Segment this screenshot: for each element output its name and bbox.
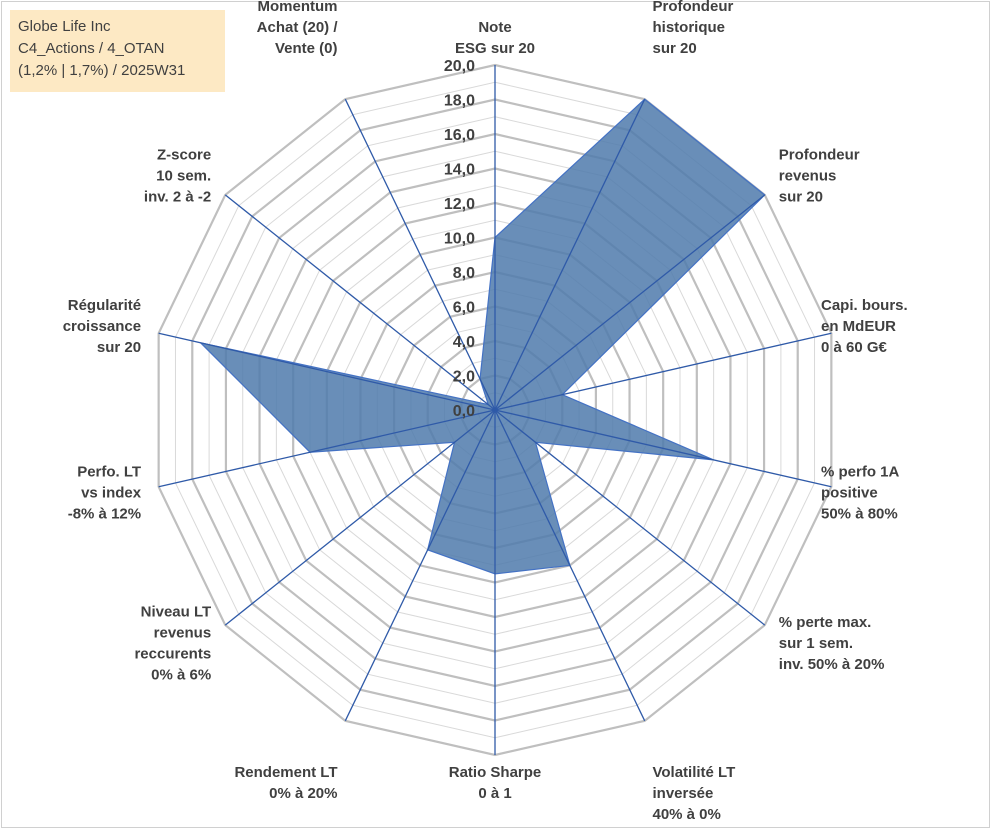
- axis-label: Note ESG sur 20: [455, 19, 535, 57]
- axis-label-line: revenus: [779, 167, 837, 184]
- axis-label-line: vs index: [81, 485, 142, 502]
- tick-label: 18,0: [444, 93, 475, 110]
- axis-label-line: 0% à 20%: [269, 785, 337, 802]
- tick-label: 2,0: [453, 369, 475, 386]
- tick-label: 14,0: [444, 162, 475, 179]
- axis-label-line: reccurents: [134, 646, 211, 663]
- axis-label-line: % perte max.: [779, 614, 872, 631]
- info-box: Globe Life Inc C4_Actions / 4_OTAN (1,2%…: [10, 10, 225, 92]
- axis-spoke: [494, 194, 766, 411]
- axis-spoke: [494, 332, 832, 411]
- axis-label-line: 0 à 60 G€: [821, 339, 888, 356]
- axis-label-line: inv. 50% à 20%: [779, 656, 885, 673]
- axis-label: Z-score 10 sem. inv. 2 à -2: [144, 146, 211, 205]
- axis-label-line: Ratio Sharpe: [449, 764, 542, 781]
- axis-label-line: historique: [652, 19, 725, 36]
- axis-label: Capi. bours. en MdEUR 0 à 60 G€: [821, 297, 908, 356]
- company-name: Globe Life Inc: [18, 18, 111, 35]
- tick-label: 10,0: [444, 231, 475, 248]
- axis-label-line: Momentum: [258, 0, 338, 15]
- axis-label: Profondeur historique sur 20: [652, 0, 733, 57]
- axis-label-line: % perfo 1A: [821, 464, 900, 481]
- axis-label-line: Volatilité LT: [652, 764, 735, 781]
- axis-label-line: positive: [821, 485, 878, 502]
- axis-label-line: Achat (20) /: [257, 19, 339, 36]
- tick-label: 6,0: [453, 300, 475, 317]
- axis-label: Niveau LT revenus reccurents 0% à 6%: [134, 604, 211, 684]
- axis-label: Ratio Sharpe 0 à 1: [449, 764, 542, 802]
- category-label: C4_Actions / 4_OTAN: [18, 40, 165, 57]
- axis-spoke: [494, 409, 646, 722]
- axis-label-line: 10 sem.: [156, 167, 211, 184]
- axis-label: % perte max. sur 1 sem. inv. 50% à 20%: [779, 614, 885, 673]
- axis-label-line: Perfo. LT: [77, 464, 141, 481]
- tick-label: 20,0: [444, 58, 475, 75]
- axis-spoke: [344, 409, 496, 722]
- axis-label: Profondeur revenus sur 20: [779, 146, 860, 205]
- axis-label: % perfo 1A positive 50% à 80%: [821, 464, 900, 523]
- axis-label-line: 0% à 6%: [151, 667, 211, 684]
- axis-label-line: croissance: [63, 318, 141, 335]
- axis-label-line: Note: [478, 19, 511, 36]
- axis-label: Momentum Achat (20) / Vente (0): [257, 0, 339, 57]
- axis-label-line: sur 20: [779, 188, 823, 205]
- axis-label-line: sur 20: [97, 339, 141, 356]
- axis-label-line: Profondeur: [779, 146, 860, 163]
- tick-label: 12,0: [444, 196, 475, 213]
- axis-label-line: ESG sur 20: [455, 40, 535, 57]
- axis-spoke: [158, 332, 496, 411]
- axis-spoke: [158, 409, 496, 488]
- axis-label-line: Profondeur: [652, 0, 733, 15]
- axis-label-line: Vente (0): [275, 40, 338, 57]
- axis-spoke: [494, 409, 766, 626]
- axis-spoke: [494, 98, 646, 411]
- axis-label: Volatilité LT inversée 40% à 0%: [652, 764, 735, 823]
- axis-label-line: en MdEUR: [821, 318, 896, 335]
- axis-spoke: [494, 409, 832, 488]
- axis-label-line: Niveau LT: [141, 604, 212, 621]
- axis-label-line: Régularité: [68, 297, 141, 314]
- axis-label-line: sur 1 sem.: [779, 635, 853, 652]
- axis-label-line: revenus: [154, 625, 212, 642]
- axis-label-line: inversée: [652, 785, 713, 802]
- axis-label-line: Rendement LT: [234, 764, 337, 781]
- axis-label-line: inv. 2 à -2: [144, 188, 211, 205]
- axis-label-line: 40% à 0%: [652, 806, 720, 823]
- axis-label-line: 50% à 80%: [821, 506, 898, 523]
- axis-spoke: [224, 409, 496, 626]
- axis-label-line: -8% à 12%: [68, 506, 141, 523]
- axis-label-line: sur 20: [652, 40, 696, 57]
- tick-label: 16,0: [444, 127, 475, 144]
- tick-label: 0,0: [453, 403, 475, 420]
- tick-label: 4,0: [453, 334, 475, 351]
- axis-label: Perfo. LT vs index -8% à 12%: [68, 464, 142, 523]
- axis-spoke: [224, 194, 496, 411]
- axis-spoke: [344, 98, 496, 411]
- axis-label-line: Capi. bours.: [821, 297, 908, 314]
- tick-label: 8,0: [453, 265, 475, 282]
- axis-label: Régularité croissance sur 20: [63, 297, 141, 356]
- axis-label-line: Z-score: [157, 146, 211, 163]
- detail-label: (1,2% | 1,7%) / 2025W31: [18, 62, 186, 79]
- axis-label: Rendement LT 0% à 20%: [234, 764, 337, 802]
- axis-label-line: 0 à 1: [478, 785, 511, 802]
